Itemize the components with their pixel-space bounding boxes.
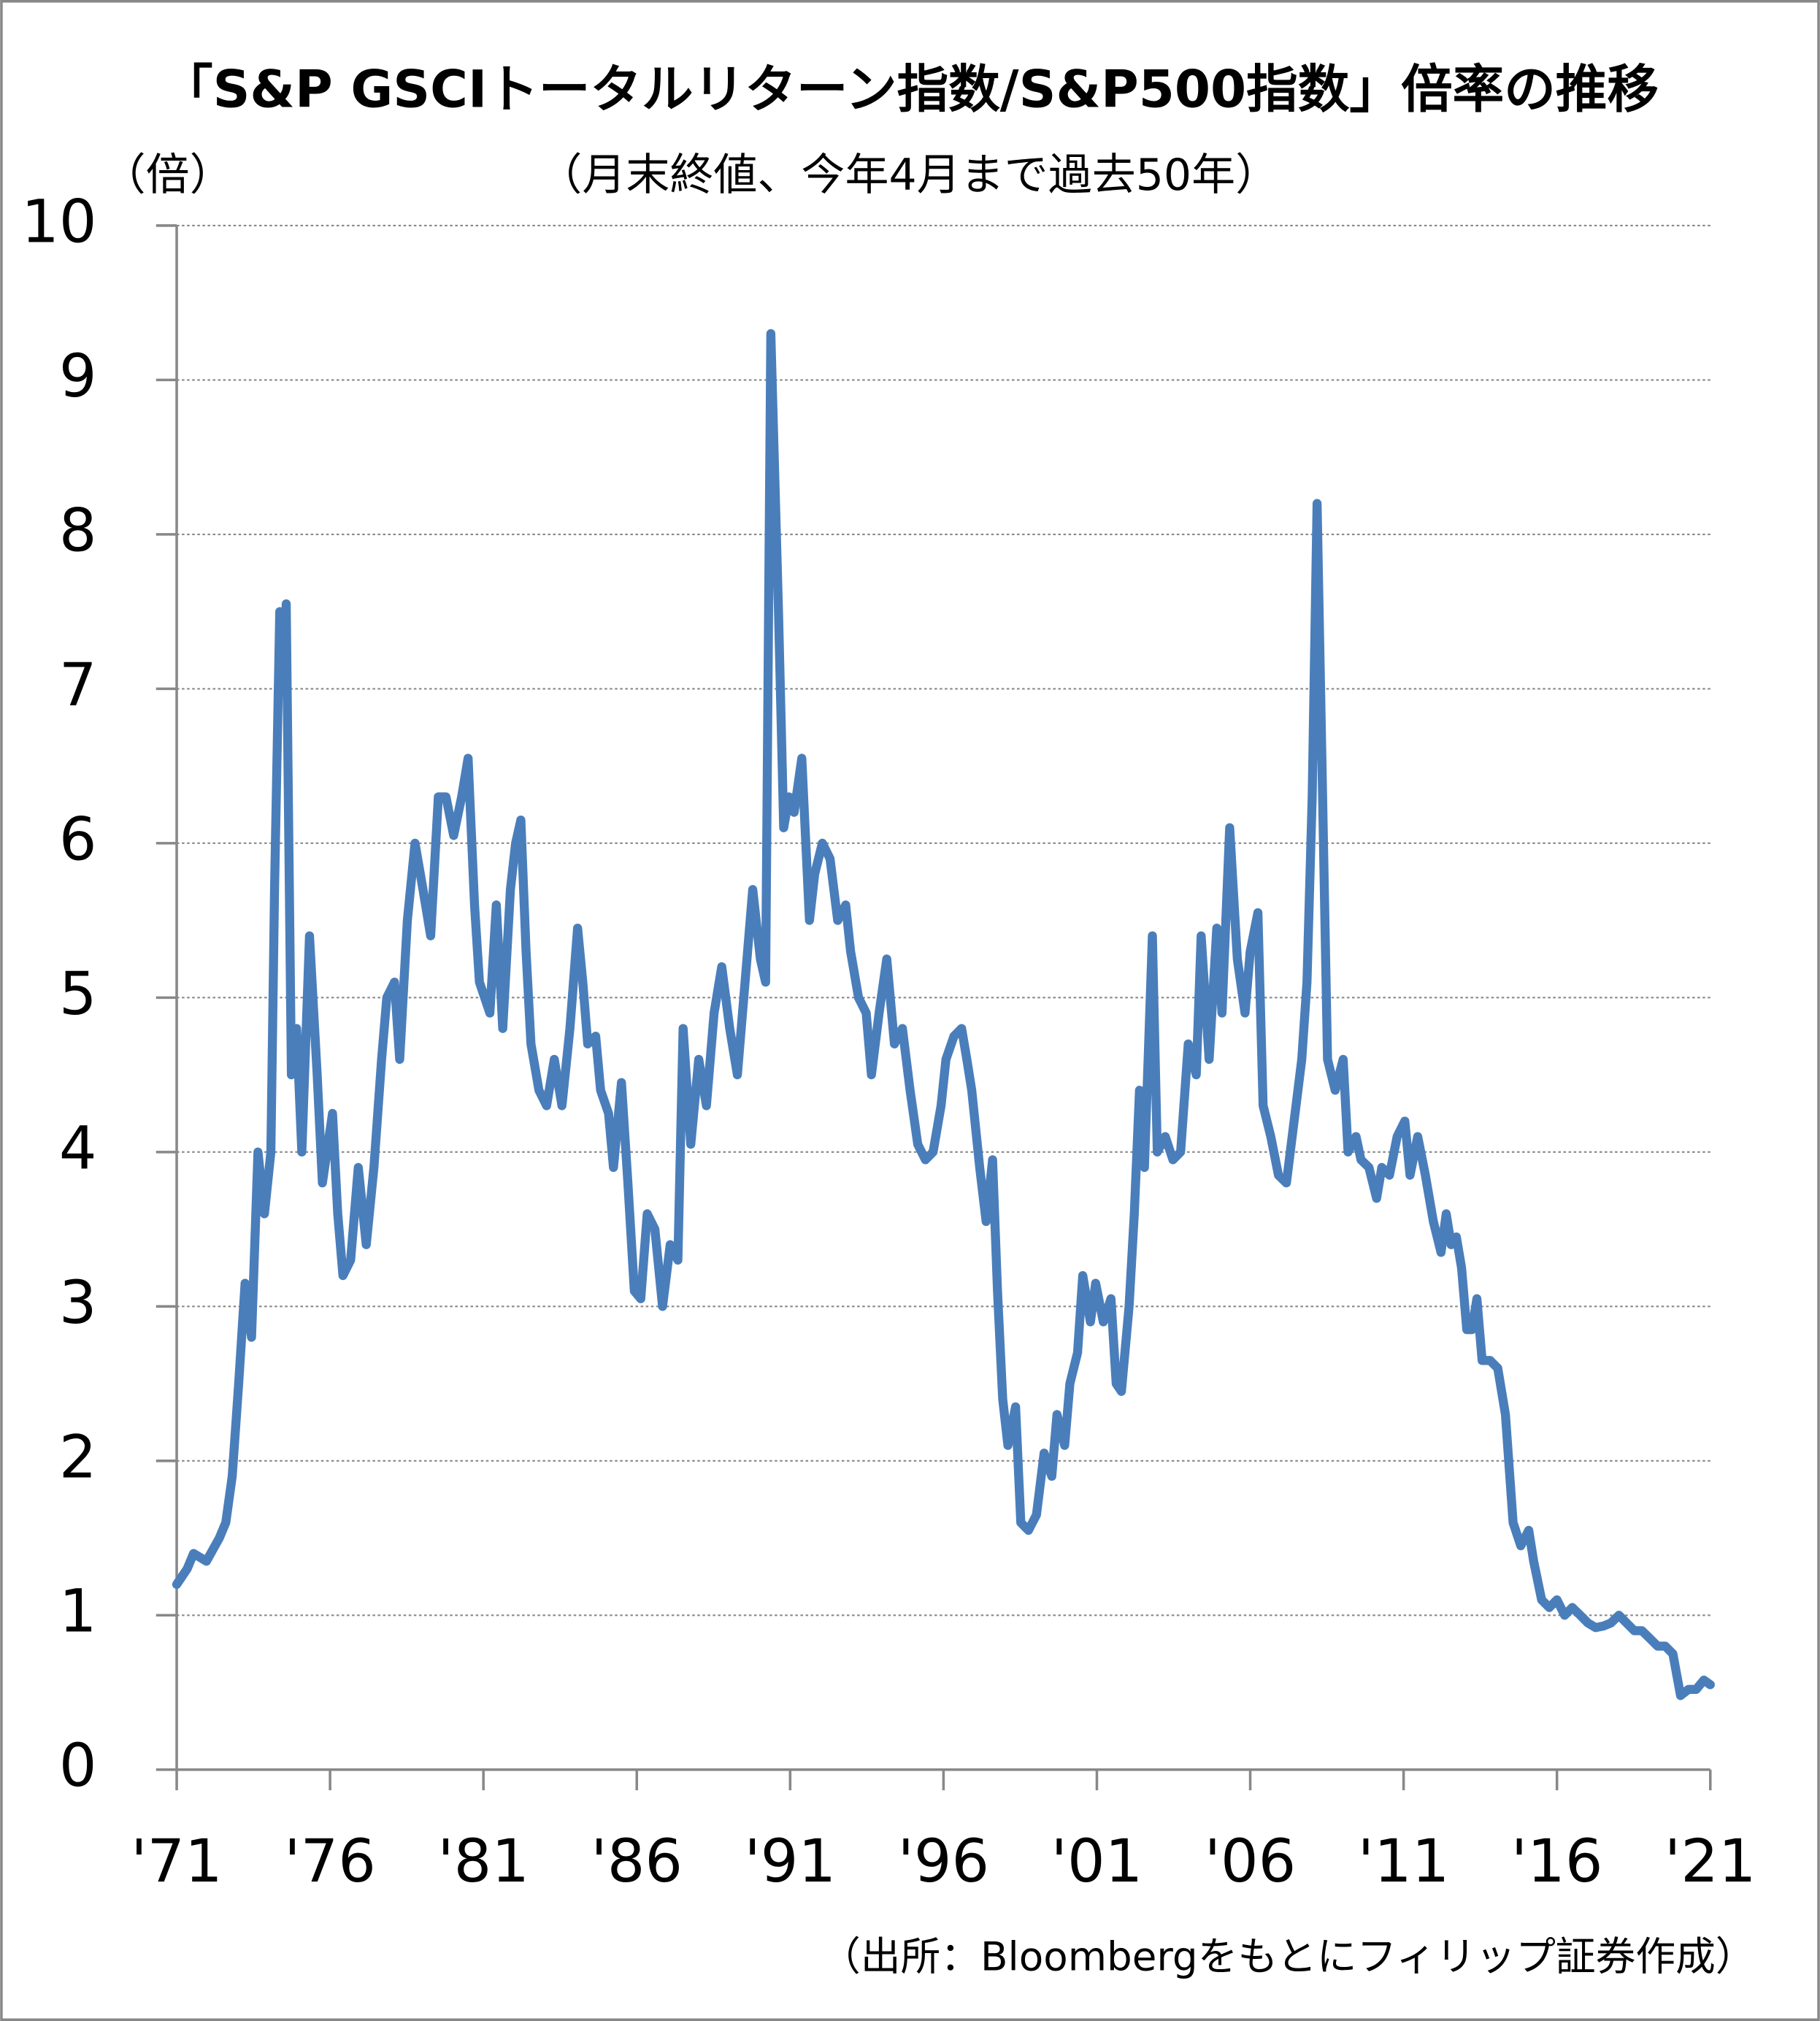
y-tick-label: 6	[59, 805, 97, 874]
y-tick-label: 9	[59, 342, 97, 411]
x-tick-label: '81	[437, 1828, 529, 1896]
y-tick-label: 3	[59, 1269, 97, 1338]
y-tick-label: 10	[21, 188, 96, 256]
x-tick-label: '11	[1358, 1828, 1450, 1896]
x-tick-label: '16	[1511, 1828, 1603, 1896]
x-tick-label: '06	[1205, 1828, 1297, 1896]
y-tick-label: 2	[59, 1423, 97, 1492]
x-tick-label: '76	[284, 1828, 376, 1896]
x-tick-label: '21	[1665, 1828, 1756, 1896]
x-tick-label: '86	[591, 1828, 683, 1896]
y-tick-label: 5	[59, 960, 97, 1029]
x-tick-label: '96	[898, 1828, 990, 1896]
x-tick-label: '91	[745, 1828, 837, 1896]
y-tick-label: 0	[59, 1732, 97, 1801]
y-tick-label: 8	[59, 496, 97, 565]
y-tick-label: 1	[59, 1578, 97, 1646]
y-axis-label: （倍）	[102, 150, 234, 201]
chart-title: 「S&P GSCIトータルリターン指数/S&P500指数」倍率の推移	[161, 59, 1659, 120]
y-tick-label: 7	[59, 651, 97, 720]
y-tick-label: 4	[59, 1114, 97, 1183]
x-tick-label: '01	[1051, 1828, 1143, 1896]
chart-subtitle: （月末終値、今年4月まで過去50年）	[538, 150, 1279, 201]
source-note: （出所：Bloombergをもとにフィリップ証券作成）	[821, 1933, 1755, 1979]
x-tick-label: '71	[131, 1828, 223, 1896]
data-line	[172, 329, 1715, 1700]
